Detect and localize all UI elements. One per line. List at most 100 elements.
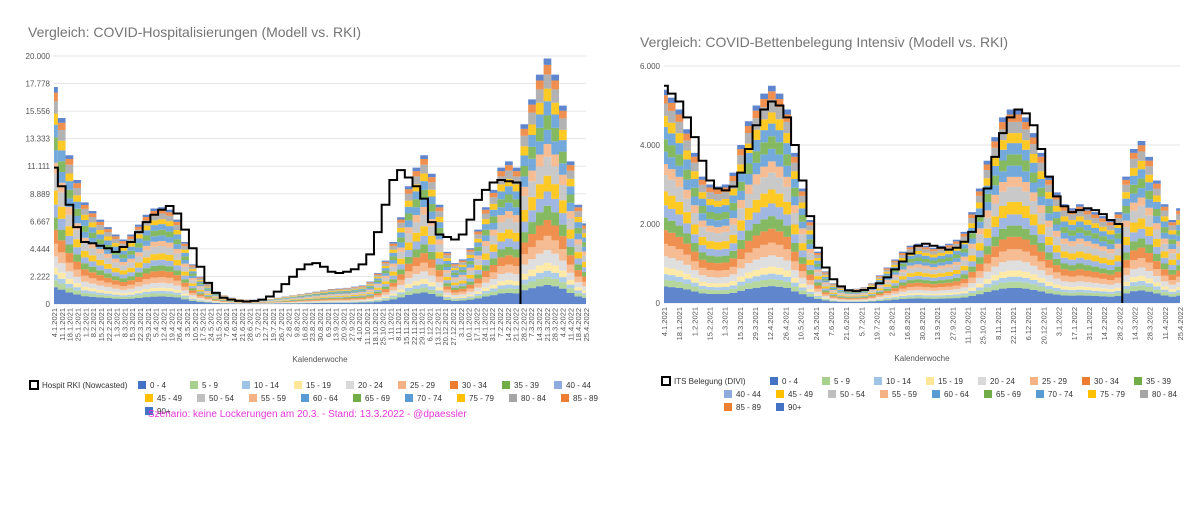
x-tick-label: 7.6.2021 — [222, 308, 231, 337]
x-tick-label: 19.7.2021 — [872, 307, 881, 340]
legend-swatch — [724, 390, 732, 398]
x-tick-label: 14.3.2022 — [1130, 307, 1139, 340]
legend-swatch — [145, 394, 153, 402]
legend-label: 85 - 89 — [736, 403, 761, 412]
legend-label: 45 - 49 — [788, 390, 813, 399]
area-series-50-54 — [664, 172, 1180, 296]
area-series-25-29 — [664, 242, 1180, 300]
legend-swatch — [502, 381, 510, 389]
x-tick-label: 28.6.2021 — [246, 308, 255, 341]
x-axis-title: Kalenderwoche — [894, 354, 950, 363]
x-tick-label: 10.5.2021 — [797, 307, 806, 340]
x-tick-label: 10.1.2022 — [465, 308, 474, 341]
legend-label: 20 - 24 — [990, 377, 1015, 386]
x-tick-label: 19.7.2021 — [269, 308, 278, 341]
x-tick-label: 1.3.2021 — [113, 308, 122, 337]
x-tick-label: 14.3.2022 — [535, 308, 544, 341]
x-tick-label: 26.7.2021 — [277, 308, 286, 341]
x-tick-label: 18.1.2021 — [675, 307, 684, 340]
x-tick-label: 18.1.2021 — [66, 308, 75, 341]
x-tick-label: 14.6.2021 — [230, 308, 239, 341]
area-series-20-24 — [664, 255, 1180, 301]
legend-swatch — [29, 380, 39, 390]
legend-swatch — [242, 381, 250, 389]
y-tick-label: 0 — [46, 300, 51, 309]
x-tick-label: 31.5.2021 — [214, 308, 223, 341]
legend-swatch — [554, 381, 562, 389]
x-tick-label: 29.3.2021 — [144, 308, 153, 341]
x-tick-label: 26.4.2021 — [175, 308, 184, 341]
legend-swatch — [145, 407, 153, 415]
area-series-65-69 — [664, 136, 1180, 294]
y-tick-label: 2.222 — [30, 272, 51, 281]
x-tick-label: 27.9.2021 — [948, 307, 957, 340]
legend-swatch — [197, 394, 205, 402]
x-tick-label: 16.8.2021 — [300, 308, 309, 341]
legend-swatch — [828, 390, 836, 398]
legend-label: 5 - 9 — [202, 381, 219, 390]
x-tick-label: 10.5.2021 — [191, 308, 200, 341]
y-tick-label: 20.000 — [26, 52, 51, 61]
legend-label: 85 - 89 — [573, 394, 598, 403]
legend-swatch — [1134, 377, 1142, 385]
x-tick-label: 1.3.2021 — [721, 307, 730, 336]
right-chart-title: Vergleich: COVID-Bettenbelegung Intensiv… — [640, 34, 1009, 50]
legend-swatch — [450, 381, 458, 389]
x-tick-label: 26.4.2021 — [781, 307, 790, 340]
legend-swatch — [932, 390, 940, 398]
legend-swatch — [398, 381, 406, 389]
x-tick-label: 13.12.2021 — [433, 308, 442, 346]
legend-label: 35 - 39 — [514, 381, 539, 390]
x-tick-label: 21.2.2022 — [512, 308, 521, 341]
x-tick-label: 20.12.2021 — [1039, 307, 1048, 345]
series-line — [664, 84, 1124, 303]
y-tick-label: 4.000 — [640, 141, 661, 150]
legend-swatch — [724, 403, 732, 411]
legend-label: 90+ — [157, 407, 171, 416]
legend-swatch — [978, 377, 986, 385]
x-tick-label: 20.9.2021 — [339, 308, 348, 341]
x-tick-label: 29.11.2021 — [418, 308, 427, 345]
x-tick-label: 6.9.2021 — [324, 308, 333, 337]
area-series-70-74 — [664, 123, 1180, 293]
area-series-10-14 — [664, 273, 1180, 302]
x-tick-label: 4.10.2021 — [355, 308, 364, 341]
legend-label: 75 - 79 — [1100, 390, 1125, 399]
legend-swatch — [405, 394, 413, 402]
x-tick-label: 22.11.2021 — [410, 308, 419, 345]
legend-swatch — [1140, 390, 1148, 398]
x-tick-label: 17.5.2021 — [199, 308, 208, 341]
x-tick-label: 8.2.2021 — [89, 308, 98, 337]
x-tick-label: 14.2.2022 — [1100, 307, 1109, 340]
legend-label: 25 - 29 — [1042, 377, 1067, 386]
y-tick-label: 6.667 — [30, 217, 51, 226]
x-tick-label: 4.4.2022 — [559, 308, 568, 337]
x-tick-label: 1.2.2021 — [81, 308, 90, 337]
area-series-80-84 — [664, 99, 1180, 291]
x-tick-label: 28.2.2022 — [519, 308, 528, 341]
x-axis-title: Kalenderwoche — [292, 355, 348, 364]
x-tick-label: 9.8.2021 — [293, 308, 302, 337]
legend-label: 25 - 29 — [410, 381, 435, 390]
x-tick-label: 11.1.2021 — [58, 308, 67, 341]
area-series-30-34 — [664, 228, 1180, 300]
legend-label: 15 - 19 — [306, 381, 331, 390]
x-tick-label: 27.12.2021 — [449, 308, 458, 346]
x-tick-label: 4.1.2021 — [660, 307, 669, 336]
x-tick-label: 11.10.2021 — [964, 307, 973, 344]
x-tick-label: 31.1.2022 — [488, 308, 497, 341]
x-tick-label: 15.3.2021 — [128, 308, 137, 341]
legend-label: 80 - 84 — [1152, 390, 1177, 399]
x-tick-label: 15.11.2021 — [402, 308, 411, 345]
legend-swatch — [249, 394, 257, 402]
legend-label: 0 - 4 — [150, 381, 167, 390]
x-tick-label: 7.2.2022 — [496, 308, 505, 337]
x-tick-label: 11.4.2022 — [566, 308, 575, 341]
area-series-35-39 — [664, 216, 1180, 299]
legend-label: 35 - 39 — [1146, 377, 1171, 386]
legend-label: 65 - 69 — [365, 394, 390, 403]
x-tick-label: 3.1.2022 — [1055, 307, 1064, 336]
x-tick-label: 30.8.2021 — [316, 308, 325, 341]
legend-label: 30 - 34 — [1094, 377, 1119, 386]
x-tick-label: 24.1.2022 — [480, 308, 489, 341]
